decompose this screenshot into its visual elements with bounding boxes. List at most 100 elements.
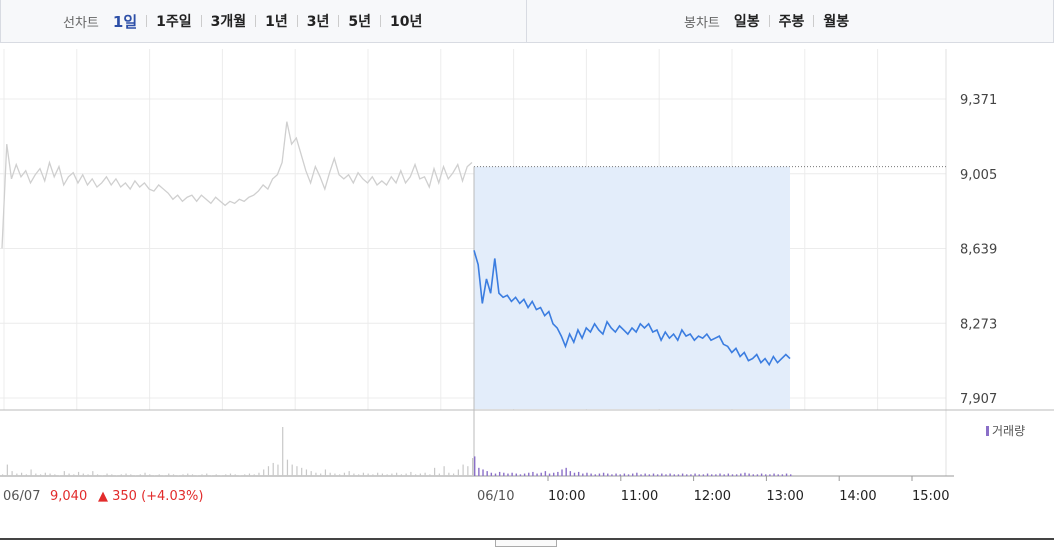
volume-bar-prev xyxy=(144,472,146,476)
volume-bar-prev xyxy=(73,474,75,476)
volume-bar-prev xyxy=(400,474,402,476)
volume-bar-prev xyxy=(196,475,198,476)
volume-bar-prev xyxy=(419,473,421,476)
volume-bar-today xyxy=(686,474,688,476)
volume-bar-prev xyxy=(54,474,56,476)
volume-bar-today xyxy=(490,472,493,476)
volume-bar-prev xyxy=(120,474,122,476)
volume-bar-prev xyxy=(35,473,37,476)
volume-bar-today xyxy=(536,473,538,476)
volume-bar-today xyxy=(748,473,750,476)
volume-bar-today xyxy=(636,472,638,476)
tab-line-5[interactable]: 5년 xyxy=(348,14,372,30)
volume-bar-prev xyxy=(239,475,241,476)
tab-line-6[interactable]: 10년 xyxy=(390,14,423,30)
volume-bar-today xyxy=(640,474,642,476)
volume-bar-prev xyxy=(367,473,369,476)
volume-bar-prev xyxy=(438,473,440,476)
volume-bar-prev xyxy=(253,474,255,476)
y-tick-label: 7,907 xyxy=(960,392,997,407)
volume-bar-prev xyxy=(405,473,407,476)
prev-change-label: ▲ 350 (+4.03%) xyxy=(98,489,203,504)
volume-bar-today xyxy=(752,474,754,476)
tab-line-0[interactable]: 1일 xyxy=(112,12,138,31)
volume-bar-prev xyxy=(96,474,99,476)
volume-bar-prev xyxy=(320,473,322,476)
volume-bar-prev xyxy=(68,473,70,476)
volume-bar-today xyxy=(781,474,784,476)
volume-bar-today xyxy=(586,472,588,476)
volume-bar-today xyxy=(723,474,725,476)
volume-bar-prev xyxy=(305,469,308,476)
volume-bar-today xyxy=(577,471,580,476)
volume-bar-prev xyxy=(381,473,383,476)
volume-bar-prev xyxy=(286,459,289,476)
volume-bar-prev xyxy=(386,474,388,476)
candle-chart-label: 봉차트 xyxy=(684,15,720,31)
volume-bar-today xyxy=(765,474,767,476)
volume-bar-today xyxy=(719,473,721,476)
volume-bar-today xyxy=(611,474,613,476)
volume-bar-prev xyxy=(225,474,227,476)
volume-bar-prev xyxy=(329,472,331,476)
tab-separator xyxy=(255,15,257,27)
volume-bar-prev xyxy=(457,469,459,476)
volume-bar-today xyxy=(740,473,742,476)
volume-bar-prev xyxy=(272,462,274,476)
volume-bar-today xyxy=(744,472,746,476)
volume-bar-prev xyxy=(191,474,194,476)
prev-date-label: 06/07 xyxy=(3,489,40,504)
volume-bar-today xyxy=(760,473,763,476)
volume-bar-today xyxy=(694,473,696,476)
volume-bar-today xyxy=(511,472,513,476)
volume-bar-prev xyxy=(125,473,127,476)
volume-bar-today xyxy=(519,474,522,476)
tab-candle-2[interactable]: 월봉 xyxy=(823,14,850,30)
volume-bar-today xyxy=(711,474,713,476)
volume-bar-prev xyxy=(172,474,175,476)
volume-bar-today xyxy=(777,474,779,476)
volume-bar-today xyxy=(656,474,659,476)
volume-bar-prev xyxy=(324,469,327,476)
tab-line-1[interactable]: 1주일 xyxy=(156,14,192,30)
bottom-border xyxy=(0,538,1054,540)
volume-bar-prev xyxy=(63,471,65,476)
tab-separator xyxy=(296,15,298,27)
tab-candle-1[interactable]: 주봉 xyxy=(778,14,805,30)
volume-bar-prev xyxy=(267,466,270,476)
volume-bar-prev xyxy=(263,469,265,476)
volume-bar-today xyxy=(661,473,663,476)
volume-bar-prev xyxy=(277,464,279,476)
volume-bar-prev xyxy=(443,466,445,476)
volume-bar-prev xyxy=(229,473,232,476)
tab-line-2[interactable]: 3개월 xyxy=(210,14,247,30)
tab-separator xyxy=(200,15,202,27)
volume-bar-today xyxy=(561,469,563,476)
today-range-fill xyxy=(474,166,790,409)
tab-candle-0[interactable]: 일봉 xyxy=(733,14,760,30)
volume-bar-today xyxy=(607,473,609,476)
volume-bar-prev xyxy=(130,474,132,476)
volume-legend-label: 거래량 xyxy=(992,424,1025,438)
volume-bar-prev xyxy=(153,475,156,476)
volume-bar-prev xyxy=(396,472,398,476)
volume-bar-prev xyxy=(301,467,303,476)
volume-bar-prev xyxy=(206,473,208,476)
tab-line-3[interactable]: 1년 xyxy=(265,14,288,30)
prev-day-price-line xyxy=(1,121,473,249)
volume-bar-prev xyxy=(139,474,141,476)
volume-bar-today xyxy=(598,473,601,476)
tab-line-4[interactable]: 3년 xyxy=(306,14,330,30)
volume-bar-today xyxy=(544,471,547,476)
tab-separator xyxy=(380,15,382,27)
volume-bar-prev xyxy=(315,472,317,476)
y-tick-label: 9,371 xyxy=(960,93,997,108)
volume-bar-prev xyxy=(377,472,379,476)
chart-tab-bar: 선차트 1일 1주일 3개월 1년 3년 5년 10년 봉차트 일봉 주봉 월봉 xyxy=(0,0,1054,43)
volume-bar-prev xyxy=(410,471,412,476)
volume-bar-prev xyxy=(358,474,360,476)
volume-bar-prev xyxy=(453,473,455,476)
volume-bar-today xyxy=(590,473,592,476)
volume-bar-prev xyxy=(149,474,151,476)
tab-separator xyxy=(813,15,815,27)
